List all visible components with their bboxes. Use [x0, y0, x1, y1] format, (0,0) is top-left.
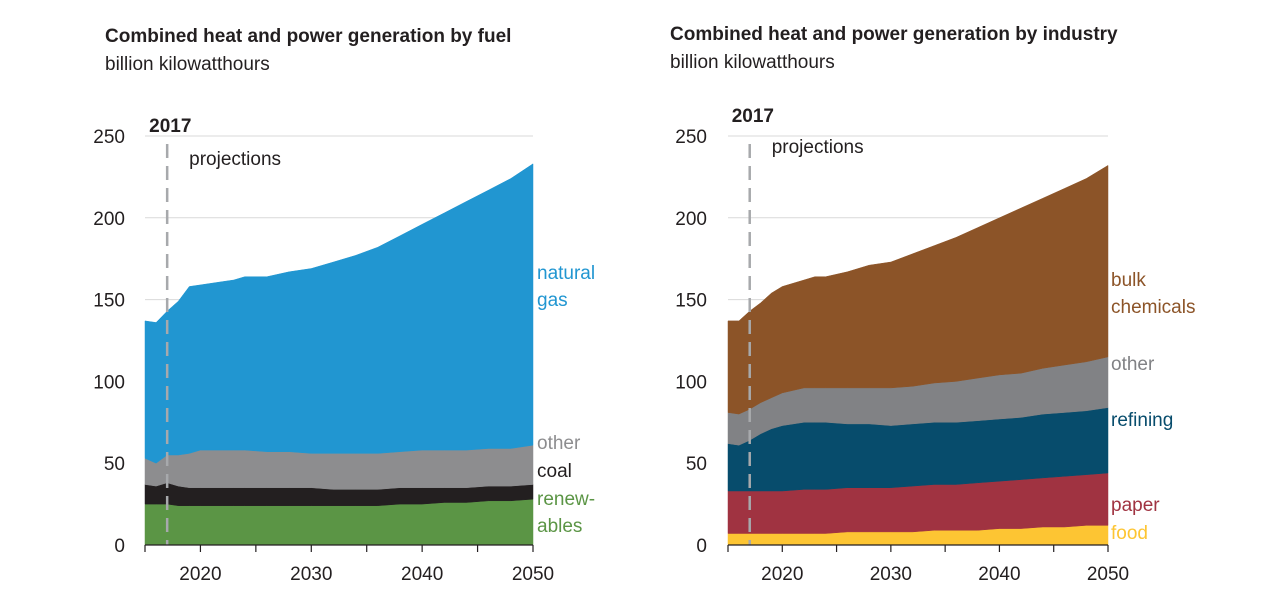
series-label: paper [1111, 495, 1160, 516]
marker-year-label: 2017 [732, 106, 774, 127]
series-label: renew- [537, 489, 595, 510]
y-tick-label: 250 [93, 127, 125, 148]
chart-subtitle: billion kilowatthours [670, 52, 835, 73]
series-label: bulk [1111, 270, 1146, 291]
series-label: ables [537, 516, 582, 537]
y-tick-label: 50 [686, 454, 707, 475]
chart-title: Combined heat and power generation by fu… [105, 26, 511, 47]
y-tick-label: 100 [675, 372, 707, 393]
y-tick-label: 100 [93, 372, 125, 393]
x-tick-label: 2040 [401, 564, 443, 585]
axes: 2020 2030 2040 2050 [144, 544, 554, 585]
series-label: food [1111, 523, 1148, 544]
series-label: refining [1111, 410, 1173, 431]
stacked-areas [727, 164, 1109, 546]
series-label: other [1111, 354, 1155, 375]
y-tick-label: 150 [675, 291, 707, 312]
area-bulk-chemicals [727, 164, 1109, 415]
y-tick-label: 0 [696, 536, 707, 557]
chart-subtitle: billion kilowatthours [105, 54, 270, 75]
x-tick-label: 2050 [1087, 564, 1129, 585]
y-tick-label: 150 [93, 291, 125, 312]
industry-chart: Combined heat and power generation by in… [670, 24, 1195, 585]
projections-label: projections [772, 137, 864, 158]
y-tick-label: 0 [114, 536, 125, 557]
series-label: other [537, 433, 581, 454]
y-tick-label: 50 [104, 454, 125, 475]
series-labels: renew-ables coal other natural gas [537, 263, 595, 537]
series-label: chemicals [1111, 297, 1195, 318]
fuel-chart: Combined heat and power generation by fu… [93, 26, 595, 585]
y-tick-label: 200 [93, 209, 125, 230]
y-tick-label: 250 [675, 127, 707, 148]
area-natural-gas [144, 163, 534, 464]
series-labels: food paper refining other bulk chemicals [1111, 270, 1195, 544]
x-tick-label: 2040 [978, 564, 1020, 585]
series-label: gas [537, 290, 568, 311]
stacked-areas [144, 163, 534, 546]
marker-year-label: 2017 [149, 116, 191, 137]
projections-label: projections [189, 149, 281, 170]
series-label: natural [537, 263, 595, 284]
chart-title: Combined heat and power generation by in… [670, 24, 1118, 45]
gridlines: 0 50 100 150 200 250 [93, 127, 533, 557]
y-tick-label: 200 [675, 209, 707, 230]
x-tick-label: 2020 [179, 564, 221, 585]
x-tick-label: 2050 [512, 564, 554, 585]
axes: 2020 2030 2040 2050 [727, 544, 1129, 585]
x-tick-label: 2030 [870, 564, 912, 585]
x-tick-label: 2020 [761, 564, 803, 585]
series-label: coal [537, 461, 572, 482]
area-renewables [144, 498, 534, 546]
x-tick-label: 2030 [290, 564, 332, 585]
